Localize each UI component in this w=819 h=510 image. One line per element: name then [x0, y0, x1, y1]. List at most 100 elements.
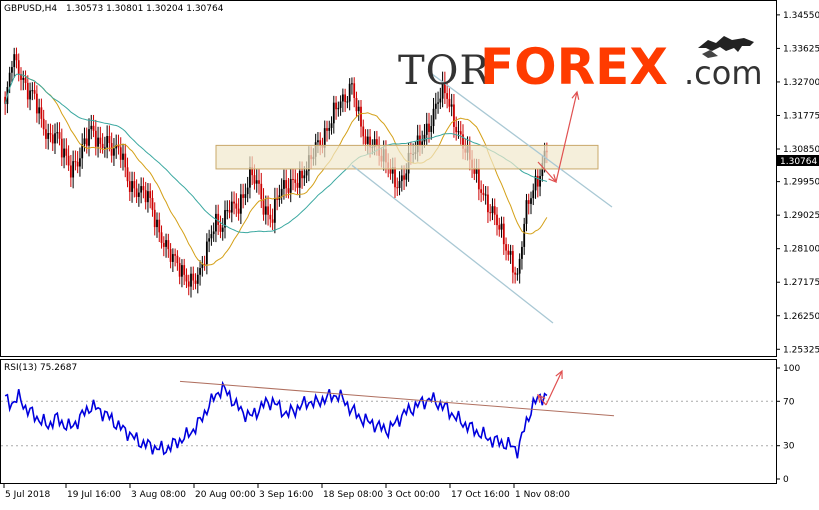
candle-body	[97, 137, 99, 147]
candle-body	[128, 181, 131, 192]
candle-body	[369, 136, 371, 148]
candle-body	[176, 255, 179, 264]
rsi-panel	[1, 369, 776, 459]
candle-body	[92, 125, 95, 131]
target-arrow	[555, 91, 578, 183]
candle-body	[491, 206, 494, 214]
candle-body	[514, 272, 517, 275]
candle-body	[249, 167, 251, 188]
candle-body	[357, 106, 360, 112]
ma-slow-line	[4, 73, 548, 234]
candle-body	[221, 227, 224, 232]
candle-body	[212, 231, 215, 235]
candle-body	[174, 254, 177, 256]
candle-body	[423, 134, 426, 142]
candle-body	[85, 138, 88, 146]
candle-body	[54, 133, 56, 144]
candle-body	[502, 223, 505, 245]
candle-body	[289, 178, 292, 193]
candle-body	[31, 90, 34, 92]
time-tick-label: 18 Sep 08:00	[323, 490, 383, 500]
candle-body	[101, 143, 104, 148]
candle-body	[192, 273, 195, 281]
candle-body	[185, 274, 188, 282]
candle-body	[323, 128, 326, 148]
candle-body	[482, 192, 485, 195]
price-tick-label: 1.32700	[783, 78, 819, 88]
candle-body	[432, 108, 435, 127]
candle-body	[428, 123, 430, 132]
price-tick-label: 1.27175	[783, 278, 819, 288]
price-tick-label: 1.25325	[783, 345, 819, 355]
candle-body	[430, 126, 433, 132]
candle-body	[287, 188, 290, 193]
candle-body	[303, 175, 306, 179]
candle-body	[22, 77, 25, 80]
candle-body	[489, 212, 492, 214]
candle-body	[525, 200, 528, 224]
candle-body	[58, 132, 61, 139]
rsi-tick-label: 70	[783, 397, 795, 407]
rsi-line	[4, 380, 548, 459]
candle-body	[351, 83, 353, 85]
candle-body	[35, 93, 38, 114]
candle-body	[67, 155, 70, 166]
candle-body	[434, 103, 437, 109]
candle-body	[151, 197, 154, 210]
logo-dotcom: .com	[684, 54, 763, 92]
time-tick-label: 20 Aug 00:00	[195, 490, 256, 500]
candle-body	[541, 163, 544, 177]
candle-body	[215, 213, 217, 232]
candle-body	[262, 199, 265, 215]
candle-body	[271, 219, 274, 223]
candle-body	[405, 173, 408, 180]
candle-body	[341, 94, 344, 102]
candle-body	[203, 263, 206, 265]
candle-body	[264, 206, 267, 215]
candle-body	[51, 134, 54, 144]
candle-body	[49, 133, 52, 135]
time-tick-label: 3 Sep 16:00	[259, 490, 314, 500]
candle-body	[437, 102, 439, 104]
candle-body	[108, 136, 111, 144]
candle-body	[196, 274, 199, 284]
candle-body	[15, 54, 18, 61]
candle-body	[239, 194, 242, 214]
ma-fast-line	[23, 74, 548, 266]
candle-body	[33, 90, 36, 94]
price-panel	[4, 47, 613, 324]
price-tick-label: 1.33625	[783, 44, 819, 54]
channel-upper-line	[427, 70, 613, 208]
rsi-tick-label: 100	[783, 364, 800, 374]
candle-body	[17, 60, 20, 75]
candle-body	[448, 98, 451, 107]
candle-body	[162, 242, 165, 247]
candle-body	[493, 206, 496, 215]
candle-body	[230, 201, 233, 213]
candle-body	[450, 104, 453, 107]
candle-body	[38, 107, 41, 114]
candle-body	[199, 268, 201, 275]
candle-body	[301, 170, 303, 179]
candle-body	[63, 148, 65, 158]
candle-body	[110, 143, 113, 156]
candle-body	[56, 132, 59, 134]
current-price-tag	[777, 155, 819, 166]
candle-body	[253, 175, 256, 184]
candle-body	[81, 144, 84, 159]
candle-body	[473, 167, 476, 174]
candle-body	[283, 180, 285, 189]
candle-body	[337, 107, 340, 110]
candle-body	[244, 194, 247, 198]
candle-body	[346, 101, 349, 103]
candle-body	[83, 138, 86, 145]
candle-body	[169, 249, 172, 262]
candle-body	[74, 161, 77, 163]
candle-body	[366, 136, 369, 144]
candle-body	[455, 126, 458, 133]
candle-body	[326, 128, 328, 131]
candle-body	[153, 209, 156, 228]
candle-body	[459, 131, 462, 135]
symbol-label: GBPUSD,H4	[4, 4, 57, 14]
candle-body	[536, 175, 539, 187]
